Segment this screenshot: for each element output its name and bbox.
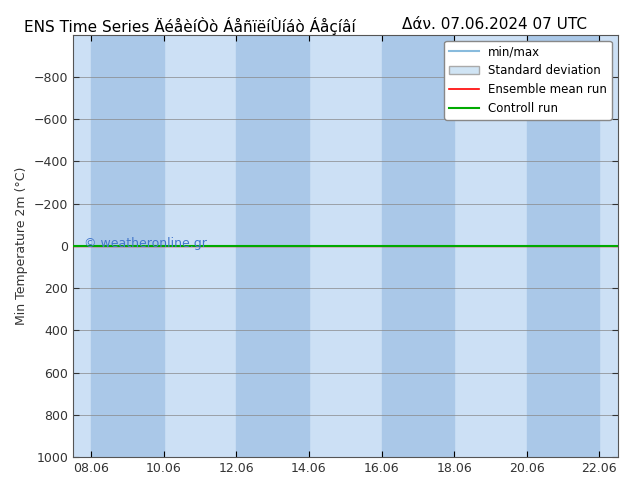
Text: © weatheronline.gr: © weatheronline.gr bbox=[84, 237, 207, 250]
Legend: min/max, Standard deviation, Ensemble mean run, Controll run: min/max, Standard deviation, Ensemble me… bbox=[444, 41, 612, 120]
Text: Δάν. 07.06.2024 07 UTC: Δάν. 07.06.2024 07 UTC bbox=[402, 17, 587, 32]
Text: ENS Time Series ÄéåèíÒò ÁåñïëíÙíáò Áåçíâí: ENS Time Series ÄéåèíÒò ÁåñïëíÙíáò Áåçíâ… bbox=[24, 17, 356, 35]
Bar bbox=[91, 35, 164, 457]
Bar bbox=[382, 35, 454, 457]
Bar bbox=[236, 35, 309, 457]
Y-axis label: Min Temperature 2m (°C): Min Temperature 2m (°C) bbox=[15, 167, 28, 325]
Bar bbox=[527, 35, 599, 457]
